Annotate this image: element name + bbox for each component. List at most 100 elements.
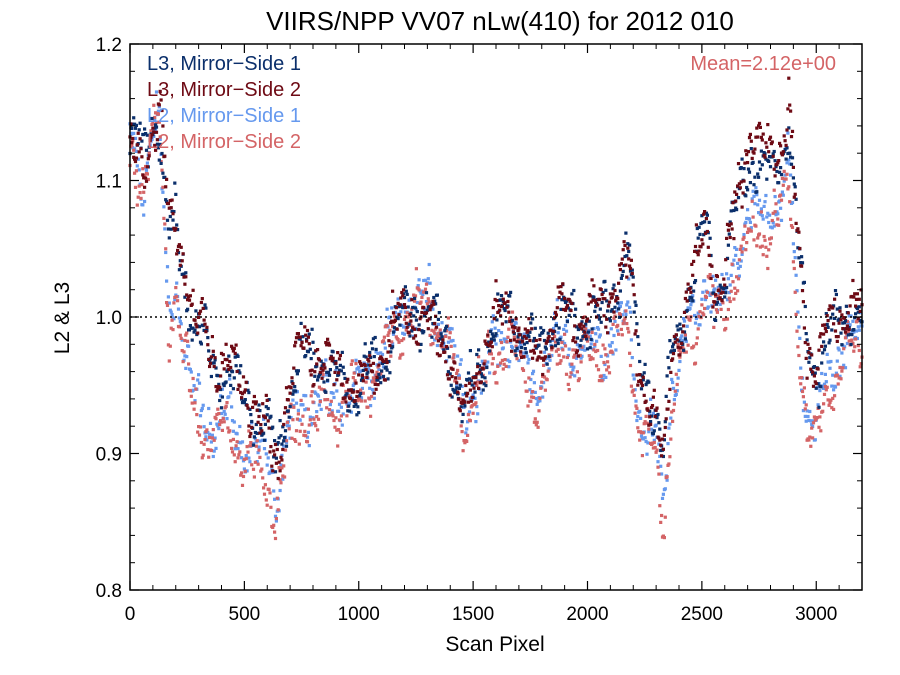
data-point [766,211,770,215]
data-point [281,447,285,452]
data-point [385,360,389,365]
data-point [465,394,469,398]
data-point [161,124,165,128]
data-point [711,284,715,288]
data-point [185,355,189,359]
data-point [215,422,219,426]
data-point [334,361,338,365]
data-point [372,377,376,381]
data-point [757,121,762,125]
data-point [854,304,858,308]
data-point [803,341,807,345]
data-point [614,348,618,352]
data-point [335,389,339,393]
data-point [689,290,693,294]
data-point [801,409,805,413]
data-point [414,308,418,312]
data-point [684,350,688,354]
data-point [667,399,671,403]
data-point [736,266,741,270]
data-point [200,456,204,460]
data-point [676,328,680,332]
data-point [251,467,256,471]
data-point [725,236,729,240]
data-point [499,361,503,365]
data-point [233,460,237,464]
data-point [784,157,788,161]
data-point [518,345,522,349]
data-point [564,372,569,376]
data-point [584,322,588,326]
data-point [319,387,323,391]
data-point [431,322,435,326]
data-point [790,225,795,229]
data-point [497,329,501,333]
data-point [613,305,617,309]
data-point [466,400,471,404]
data-point [277,466,281,470]
data-point [789,162,794,166]
data-point [458,362,462,366]
data-point [499,331,504,335]
data-point [201,306,205,310]
data-point [771,211,775,215]
data-point [449,344,453,348]
data-point [573,324,577,328]
data-point [466,378,470,382]
data-point [555,362,559,366]
data-point [257,445,261,449]
data-point [768,242,773,246]
data-point [812,415,816,419]
data-point [202,442,206,446]
data-point [309,394,313,398]
data-point [251,405,255,409]
data-point [604,288,608,292]
data-point [178,259,182,263]
data-point [386,377,390,381]
data-point [746,161,750,165]
data-point [388,344,392,348]
data-point [823,372,827,376]
data-point [360,386,364,390]
x-tick-label: 2500 [681,604,723,625]
data-point [590,278,594,282]
data-point [275,447,279,452]
data-point [508,294,512,298]
data-point [499,338,503,343]
data-point [515,340,519,344]
data-point [531,356,535,360]
data-point [768,213,772,217]
data-point [493,326,497,330]
data-point [246,450,250,454]
data-point [134,123,138,127]
data-point [499,314,503,318]
data-point [817,405,821,409]
data-point [402,317,407,321]
data-point [806,414,810,419]
data-point [169,206,173,210]
data-point [642,371,646,375]
data-point [240,392,245,396]
data-point [142,190,146,194]
data-point [372,355,376,359]
data-point [851,319,855,323]
data-point [476,380,480,384]
data-point [510,310,515,314]
data-point [547,354,551,358]
data-point [816,403,820,407]
data-point [652,440,656,445]
data-point [737,274,741,278]
data-point [594,349,598,354]
data-point [336,444,340,448]
data-point [775,169,779,174]
data-point [821,351,825,355]
data-point [254,422,258,427]
data-point [658,454,662,458]
data-point [757,232,762,236]
data-point [354,402,358,406]
data-point [220,361,224,365]
data-point [702,313,706,317]
data-point [563,323,568,328]
data-point [242,457,246,461]
